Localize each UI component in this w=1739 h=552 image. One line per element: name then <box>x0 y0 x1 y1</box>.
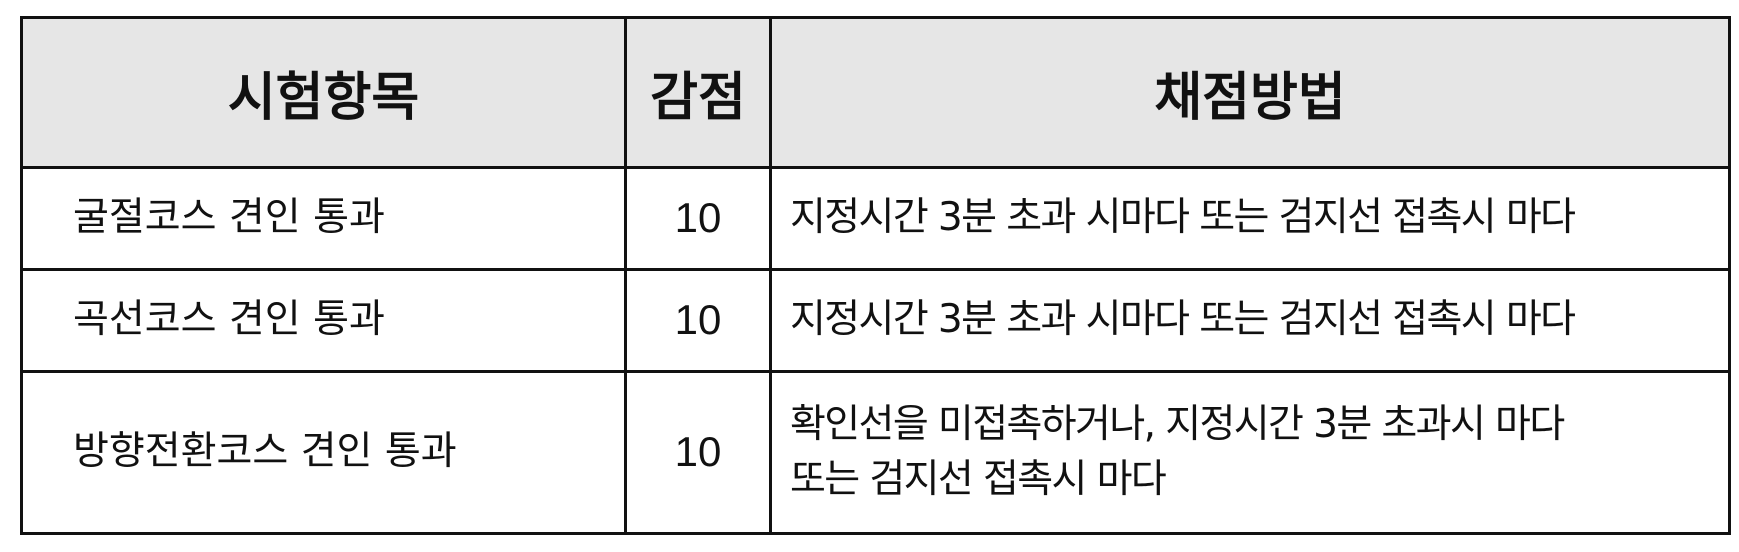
scoring-method-line: 또는 검지선 접촉시 마다 <box>790 456 1167 502</box>
scoring-method-line: 지정시간 3분 초과 시마다 또는 검지선 접촉시 마다 <box>790 195 1576 241</box>
scoring-method-cell: 확인선을 미접촉하거나, 지정시간 3분 초과시 마다 또는 검지선 접촉시 마… <box>769 370 1731 535</box>
test-item-cell: 곡선코스 견인 통과 <box>20 268 627 373</box>
table-row: 곡선코스 견인 통과 10 지정시간 3분 초과 시마다 또는 검지선 접촉시 … <box>20 268 1731 373</box>
deduction-cell: 10 <box>624 370 772 535</box>
deduction-cell: 10 <box>624 166 772 271</box>
table-header: 시험항목 감점 채점방법 <box>20 16 1731 169</box>
table-row: 굴절코스 견인 통과 10 지정시간 3분 초과 시마다 또는 검지선 접촉시 … <box>20 166 1731 271</box>
table-row: 방향전환코스 견인 통과 10 확인선을 미접촉하거나, 지정시간 3분 초과시… <box>20 370 1731 535</box>
test-item-cell: 굴절코스 견인 통과 <box>20 166 627 271</box>
scoring-method-line: 확인선을 미접촉하거나, 지정시간 3분 초과시 마다 <box>790 401 1565 447</box>
scoring-table-container: 시험항목 감점 채점방법 굴절코스 견인 통과 10 지정시간 3분 초과 시마… <box>20 16 1731 535</box>
scoring-method-cell: 지정시간 3분 초과 시마다 또는 검지선 접촉시 마다 <box>769 268 1731 373</box>
scoring-table: 시험항목 감점 채점방법 굴절코스 견인 통과 10 지정시간 3분 초과 시마… <box>20 16 1731 535</box>
header-test-item: 시험항목 <box>20 16 627 169</box>
scoring-method-cell: 지정시간 3분 초과 시마다 또는 검지선 접촉시 마다 <box>769 166 1731 271</box>
header-row: 시험항목 감점 채점방법 <box>20 16 1731 169</box>
header-deduction: 감점 <box>624 16 772 169</box>
deduction-cell: 10 <box>624 268 772 373</box>
test-item-cell: 방향전환코스 견인 통과 <box>20 370 627 535</box>
scoring-method-line: 지정시간 3분 초과 시마다 또는 검지선 접촉시 마다 <box>790 297 1576 343</box>
header-scoring-method: 채점방법 <box>769 16 1731 169</box>
table-body: 굴절코스 견인 통과 10 지정시간 3분 초과 시마다 또는 검지선 접촉시 … <box>20 166 1731 535</box>
